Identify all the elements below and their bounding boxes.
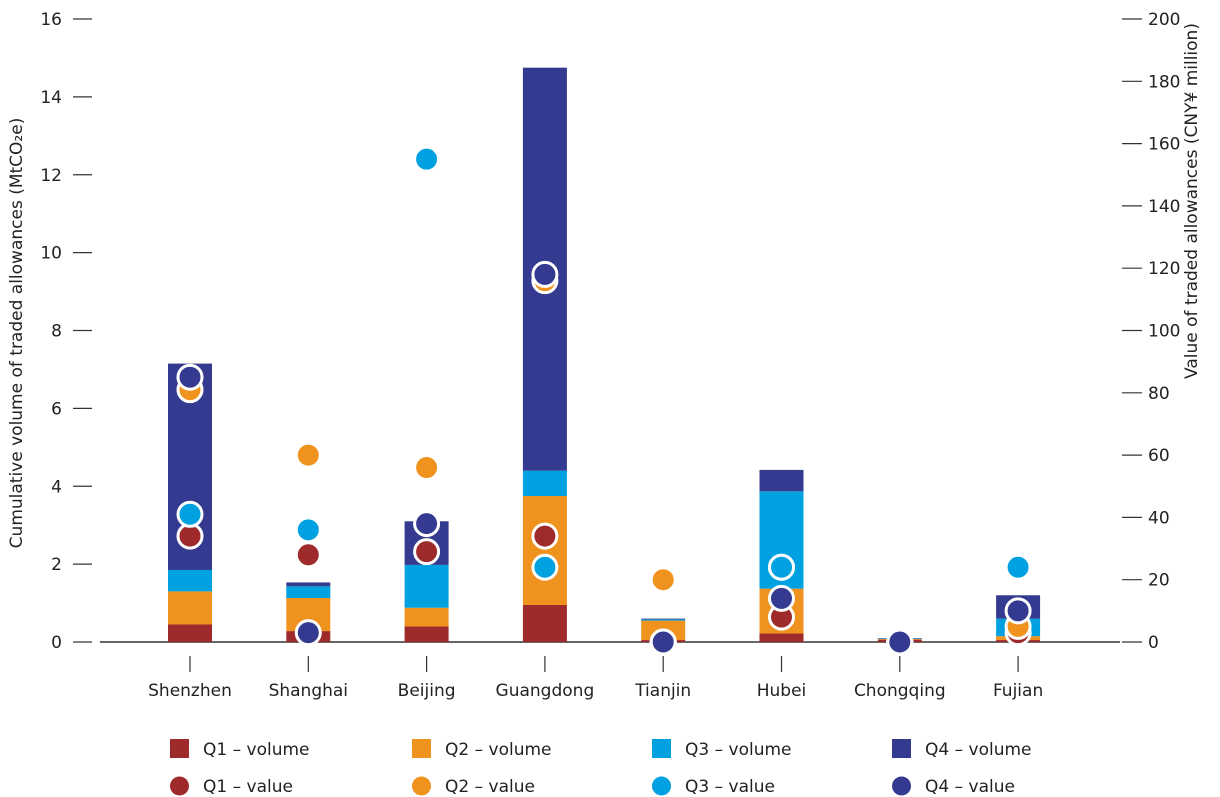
y-axis-right-title: Value of traded allowances (CNY¥ million… bbox=[1182, 23, 1202, 379]
value-point bbox=[649, 628, 677, 656]
y-right-tick-label: 140 bbox=[1148, 197, 1180, 217]
legend-label-volume: Q3 – volume bbox=[685, 740, 791, 760]
legend-swatch-value bbox=[412, 776, 431, 796]
y-left-tick-label: 10 bbox=[40, 244, 62, 264]
y-left-tick-label: 16 bbox=[40, 10, 62, 30]
bar-segment bbox=[286, 586, 331, 599]
bar-segment bbox=[522, 495, 567, 606]
x-tick-label: Beijing bbox=[398, 681, 456, 701]
x-tick-label: Guangdong bbox=[496, 681, 595, 701]
legend: Q1 – volume Q2 – volume Q3 – volume Q4 – vo… bbox=[170, 739, 1031, 797]
y-right-tick-label: 60 bbox=[1148, 446, 1170, 466]
y-right-tick-label: 40 bbox=[1148, 508, 1170, 528]
x-tick-label: Fujian bbox=[993, 681, 1043, 701]
legend-swatch-volume bbox=[412, 739, 431, 758]
y-axis-left-title: Cumulative volume of traded allowances (… bbox=[7, 118, 27, 549]
x-tick-label: Tianjin bbox=[634, 681, 691, 701]
y-left-tick-label: 6 bbox=[51, 399, 62, 419]
legend-label-volume: Q4 – volume bbox=[925, 740, 1031, 760]
y-right-tick-label: 180 bbox=[1148, 72, 1180, 92]
bar-segment bbox=[522, 605, 567, 642]
value-point bbox=[176, 363, 204, 391]
value-point bbox=[768, 553, 795, 581]
bar-segment bbox=[404, 564, 449, 608]
value-point bbox=[413, 454, 441, 482]
legend-label-value: Q2 – value bbox=[445, 777, 535, 797]
y-left-tick-label: 8 bbox=[51, 322, 62, 342]
bars-layer bbox=[168, 67, 1041, 642]
bar-segment bbox=[168, 569, 212, 592]
points-layer bbox=[176, 145, 1032, 656]
legend-swatch-volume bbox=[170, 739, 189, 758]
x-tick-label: Hubei bbox=[757, 681, 807, 701]
bar-segment bbox=[759, 633, 804, 642]
y-left-tick-label: 14 bbox=[40, 88, 62, 108]
axes-layer: 0246810121416020406080100120140160180200… bbox=[40, 10, 1180, 701]
y-right-tick-label: 80 bbox=[1148, 384, 1170, 404]
legend-swatch-value bbox=[892, 776, 911, 796]
x-tick-label: Chongqing bbox=[854, 681, 946, 701]
value-point bbox=[649, 566, 677, 594]
value-point bbox=[531, 260, 559, 288]
x-tick-label: Shenzhen bbox=[148, 681, 232, 701]
bar-segment bbox=[168, 591, 212, 625]
y-left-tick-label: 2 bbox=[51, 555, 62, 575]
x-tick-label: Shanghai bbox=[269, 681, 348, 701]
value-point bbox=[294, 541, 322, 569]
legend-label-volume: Q1 – volume bbox=[203, 740, 309, 760]
value-point bbox=[1004, 553, 1032, 581]
y-left-tick-label: 4 bbox=[51, 477, 62, 497]
value-point bbox=[531, 522, 559, 550]
y-left-tick-label: 0 bbox=[51, 633, 62, 653]
y-right-tick-label: 120 bbox=[1148, 259, 1180, 279]
y-right-tick-label: 0 bbox=[1148, 633, 1159, 653]
legend-label-volume: Q2 – volume bbox=[445, 740, 551, 760]
value-point bbox=[768, 584, 795, 612]
y-right-tick-label: 160 bbox=[1148, 135, 1180, 155]
value-point bbox=[1004, 597, 1032, 625]
bar-segment bbox=[286, 582, 331, 587]
bar-segment bbox=[168, 624, 212, 642]
value-point bbox=[294, 441, 322, 469]
value-point bbox=[294, 516, 322, 544]
legend-swatch-volume bbox=[892, 739, 911, 758]
value-point bbox=[413, 145, 441, 173]
legend-swatch-volume bbox=[652, 739, 671, 758]
bar-segment bbox=[522, 470, 567, 496]
bar-segment bbox=[404, 626, 449, 642]
y-right-tick-label: 100 bbox=[1148, 322, 1180, 342]
bar-segment bbox=[404, 607, 449, 627]
legend-label-value: Q3 – value bbox=[685, 777, 775, 797]
value-point bbox=[886, 628, 914, 656]
legend-swatch-value bbox=[652, 776, 671, 796]
value-point bbox=[294, 619, 322, 647]
y-left-tick-label: 12 bbox=[40, 166, 62, 186]
bar-segment bbox=[641, 619, 686, 621]
bar-segment bbox=[759, 469, 804, 492]
legend-swatch-value bbox=[170, 776, 189, 796]
y-right-tick-label: 200 bbox=[1148, 10, 1180, 30]
value-point bbox=[413, 538, 441, 566]
legend-label-value: Q4 – value bbox=[925, 777, 1015, 797]
legend-label-value: Q1 – value bbox=[203, 777, 293, 797]
value-point bbox=[176, 500, 204, 528]
value-point bbox=[531, 553, 559, 581]
value-point bbox=[413, 510, 441, 538]
bar-segment bbox=[641, 618, 686, 620]
y-right-tick-label: 20 bbox=[1148, 571, 1170, 591]
